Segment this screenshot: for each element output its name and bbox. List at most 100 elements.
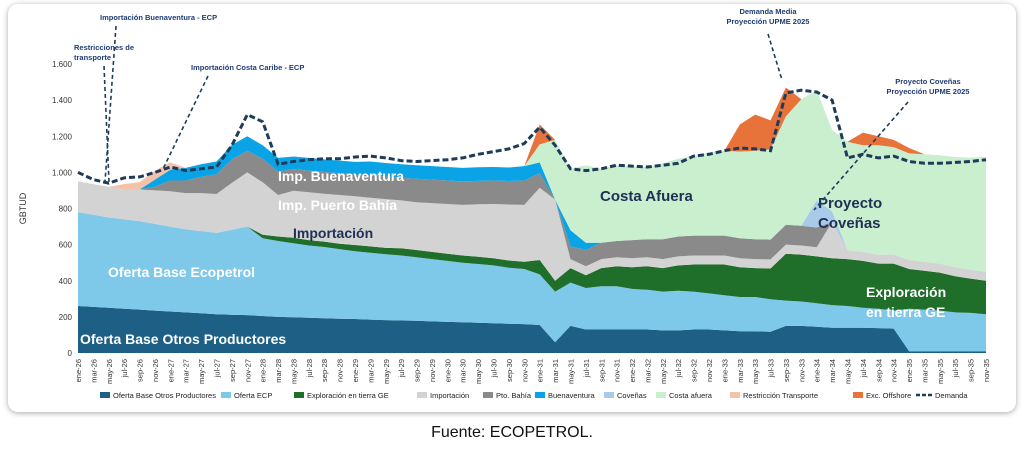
x-tick-label: jul-26: [120, 359, 129, 378]
legend-swatch-oferta-base-otros-productores: [100, 392, 110, 398]
x-tick-label: nov-35: [982, 359, 991, 382]
x-tick-label: jul-27: [213, 359, 222, 378]
x-tick-label: sep-29: [413, 359, 422, 382]
x-tick-label: jul-34: [859, 359, 868, 378]
x-tick-label: mar-31: [551, 359, 560, 383]
x-tick-label: may-32: [659, 359, 668, 384]
x-tick-label: jul-33: [767, 359, 776, 378]
annotation-leader-line: [813, 101, 909, 211]
x-tick-label: ene-26: [74, 359, 83, 382]
y-tick-label: 600: [59, 241, 73, 250]
x-tick-label: may-35: [936, 359, 945, 384]
x-tick-label: mar-29: [366, 359, 375, 383]
y-tick-label: 800: [59, 205, 73, 214]
area-costa-afuera: [78, 90, 986, 272]
x-tick-label: jul-32: [674, 359, 683, 378]
area-oferta-ecp: [78, 212, 986, 352]
legend-label-exc-offshore: Exc. Offshore: [866, 391, 911, 400]
legend-swatch-oferta-ecp: [221, 392, 231, 398]
area-oferta-base-otros-productores: [78, 306, 986, 353]
x-tick-label: mar-32: [643, 359, 652, 383]
area-pto-bahia: [78, 150, 986, 272]
area-label-oferta-base-ecopetrol: Oferta Base Ecopetrol: [108, 264, 255, 280]
area-label-costa-afuera: Costa Afuera: [600, 188, 693, 205]
x-tick-label: sep-30: [505, 359, 514, 382]
annotation-leader-line: [767, 33, 783, 81]
legend-swatch-covenas: [604, 392, 614, 398]
x-tick-label: sep-33: [782, 359, 791, 382]
x-tick-label: may-26: [105, 359, 114, 384]
y-tick-label: 1.000: [52, 168, 73, 177]
x-tick-label: ene-28: [259, 359, 268, 382]
legend-label-buenaventura: Buenaventura: [548, 391, 596, 400]
x-tick-label: nov-30: [520, 359, 529, 382]
area-label-imp-buenaventura: Imp. Buenaventura: [278, 168, 404, 184]
legend-swatch-exc-offshore: [853, 392, 863, 398]
x-tick-label: jul-29: [397, 359, 406, 378]
legend-label-restriccion-transporte: Restricción Transporte: [743, 391, 818, 400]
x-tick-label: nov-33: [797, 359, 806, 382]
x-tick-label: may-33: [751, 359, 760, 384]
x-tick-label: ene-31: [536, 359, 545, 382]
y-tick-label: 1.400: [52, 96, 73, 105]
legend-label-pto-bahia: Pto. Bahía: [496, 391, 532, 400]
x-tick-label: mar-26: [89, 359, 98, 383]
x-tick-label: mar-28: [274, 359, 283, 383]
x-tick-label: sep-32: [690, 359, 699, 382]
x-tick-label: sep-28: [320, 359, 329, 382]
x-tick-label: mar-34: [828, 359, 837, 383]
x-tick-label: ene-33: [720, 359, 729, 382]
area-label-proyecto: Proyecto: [818, 195, 882, 212]
x-tick-label: ene-34: [813, 359, 822, 382]
legend-swatch-pto-bahia: [483, 392, 493, 398]
x-tick-label: may-31: [566, 359, 575, 384]
x-tick-label: may-29: [382, 359, 391, 384]
x-tick-label: mar-27: [182, 359, 191, 383]
legend-label-costa-afuera: Costa afuera: [669, 391, 713, 400]
legend-label-importacion: Importación: [430, 391, 469, 400]
y-tick-label: 400: [59, 277, 73, 286]
legend-label-oferta-base-otros-productores: Oferta Base Otros Productores: [113, 391, 216, 400]
x-tick-label: may-30: [474, 359, 483, 384]
legend-label-exploracion-en-tierra-ge: Exploración en tierra GE: [307, 391, 389, 400]
x-tick-label: mar-30: [459, 359, 468, 383]
annotation-text: Proyección UPME 2025: [887, 87, 970, 96]
x-tick-label: may-28: [289, 359, 298, 384]
x-tick-label: ene-35: [905, 359, 914, 382]
source-caption: Fuente: ECOPETROL.: [431, 424, 593, 441]
x-tick-label: jul-31: [582, 359, 591, 378]
annotation-text: Restricciones de: [74, 43, 134, 52]
x-tick-label: sep-35: [967, 359, 976, 382]
legend-swatch-restriccion-transporte: [730, 392, 740, 398]
x-tick-label: nov-31: [613, 359, 622, 382]
area-label-oferta-base-otros-productores: Oferta Base Otros Productores: [80, 331, 286, 347]
x-tick-label: sep-31: [597, 359, 606, 382]
legend-label-oferta-ecp: Oferta ECP: [234, 391, 272, 400]
x-tick-label: jul-30: [490, 359, 499, 378]
x-tick-label: nov-28: [336, 359, 345, 382]
area-importacion: [78, 172, 986, 281]
area-buenaventura: [78, 136, 986, 272]
y-tick-label: 1.200: [52, 132, 73, 141]
x-tick-label: nov-34: [890, 359, 899, 382]
annotation-text: Demanda Media: [739, 7, 797, 16]
legend-swatch-buenaventura: [535, 392, 545, 398]
x-tick-label: mar-33: [736, 359, 745, 383]
x-tick-label: sep-27: [228, 359, 237, 382]
annotation-text: Importación Buenaventura - ECP: [100, 13, 217, 22]
y-tick-label: 200: [59, 313, 73, 322]
gas-supply-demand-chart: 0 200 400 600 800 1.000 1.200 1.400 1.600 GBTUD en…: [18, 7, 991, 400]
annotation-leader-line: [103, 65, 110, 183]
x-tick-label: nov-26: [151, 359, 160, 382]
legend-swatch-costa-afuera: [656, 392, 666, 398]
y-tick-label: 1.600: [52, 60, 73, 69]
x-tick-label: ene-32: [628, 359, 637, 382]
legend-label-demanda: Demanda: [935, 391, 968, 400]
x-tick-label: ene-29: [351, 359, 360, 382]
area-label-en-tierra-ge: en tierra GE: [866, 304, 945, 320]
legend-swatch-exploracion-en-tierra-ge: [294, 392, 304, 398]
annotation-leader-line: [104, 25, 117, 183]
x-tick-label: may-27: [197, 359, 206, 384]
x-tick-label: mar-35: [920, 359, 929, 383]
x-tick-label: sep-34: [874, 359, 883, 382]
